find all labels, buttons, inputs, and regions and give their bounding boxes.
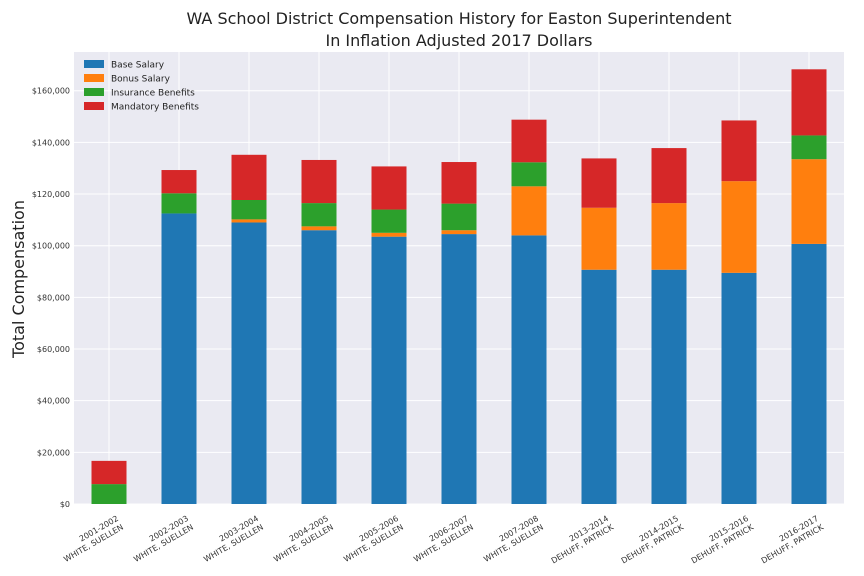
legend-label: Base Salary xyxy=(111,61,165,71)
bar-insurance-benefits xyxy=(91,484,127,504)
bar-mandatory-benefits xyxy=(371,166,407,210)
legend-label: Insurance Benefits xyxy=(111,89,195,99)
bar-mandatory-benefits xyxy=(91,460,127,485)
bar-bonus-salary xyxy=(651,203,687,270)
bar-mandatory-benefits xyxy=(581,158,617,208)
bar-base-salary xyxy=(371,236,407,504)
bar-mandatory-benefits xyxy=(511,119,547,163)
legend-swatch xyxy=(84,88,104,96)
bar-base-salary xyxy=(441,234,477,504)
bar-base-salary xyxy=(511,235,547,504)
bar-mandatory-benefits xyxy=(791,69,827,136)
bar-base-salary xyxy=(581,269,617,504)
bar-insurance-benefits xyxy=(301,203,337,227)
y-tick-label: $140,000 xyxy=(32,138,70,147)
bar-bonus-salary xyxy=(721,181,757,273)
bar-mandatory-benefits xyxy=(301,159,337,204)
bar-base-salary xyxy=(791,243,827,504)
chart-subtitle: In Inflation Adjusted 2017 Dollars xyxy=(325,31,592,50)
bar-insurance-benefits xyxy=(441,203,477,231)
bar-base-salary xyxy=(301,230,337,504)
bar-mandatory-benefits xyxy=(721,120,757,182)
bar-base-salary xyxy=(721,272,757,504)
y-tick-label: $20,000 xyxy=(37,448,70,457)
bar-base-salary xyxy=(161,213,197,504)
bar-base-salary xyxy=(231,222,267,504)
legend-label: Bonus Salary xyxy=(111,75,171,85)
y-tick-label: $120,000 xyxy=(32,190,70,199)
bar-mandatory-benefits xyxy=(161,170,197,194)
legend-swatch xyxy=(84,102,104,110)
bar-mandatory-benefits xyxy=(441,162,477,204)
bar-base-salary xyxy=(651,269,687,504)
legend-swatch xyxy=(84,60,104,68)
legend-label: Mandatory Benefits xyxy=(111,103,199,113)
y-tick-label: $80,000 xyxy=(37,293,70,302)
bars xyxy=(91,69,827,504)
bar-insurance-benefits xyxy=(231,199,267,220)
y-tick-label: $60,000 xyxy=(37,345,70,354)
bar-bonus-salary xyxy=(581,207,617,270)
bar-insurance-benefits xyxy=(511,162,547,187)
legend-swatch xyxy=(84,74,104,82)
bar-bonus-salary xyxy=(371,232,407,237)
bar-mandatory-benefits xyxy=(651,148,687,204)
y-tick-label: $0 xyxy=(60,500,70,509)
y-axis-label: Total Compensation xyxy=(9,200,28,359)
y-tick-label: $40,000 xyxy=(37,397,70,406)
legend: Base Salary Bonus Salary Insurance Benefit… xyxy=(84,60,199,113)
bar-insurance-benefits xyxy=(161,193,197,214)
bar-bonus-salary xyxy=(511,186,547,236)
chart-title: WA School District Compensation History … xyxy=(186,9,731,28)
bar-bonus-salary xyxy=(791,159,827,244)
bar-insurance-benefits xyxy=(371,209,407,233)
bar-mandatory-benefits xyxy=(231,154,267,200)
bar-bonus-salary xyxy=(301,226,337,231)
bar-insurance-benefits xyxy=(791,135,827,160)
bar-bonus-salary xyxy=(231,219,267,223)
y-tick-label: $100,000 xyxy=(32,242,70,251)
bar-bonus-salary xyxy=(441,230,477,235)
y-tick-label: $160,000 xyxy=(32,87,70,96)
